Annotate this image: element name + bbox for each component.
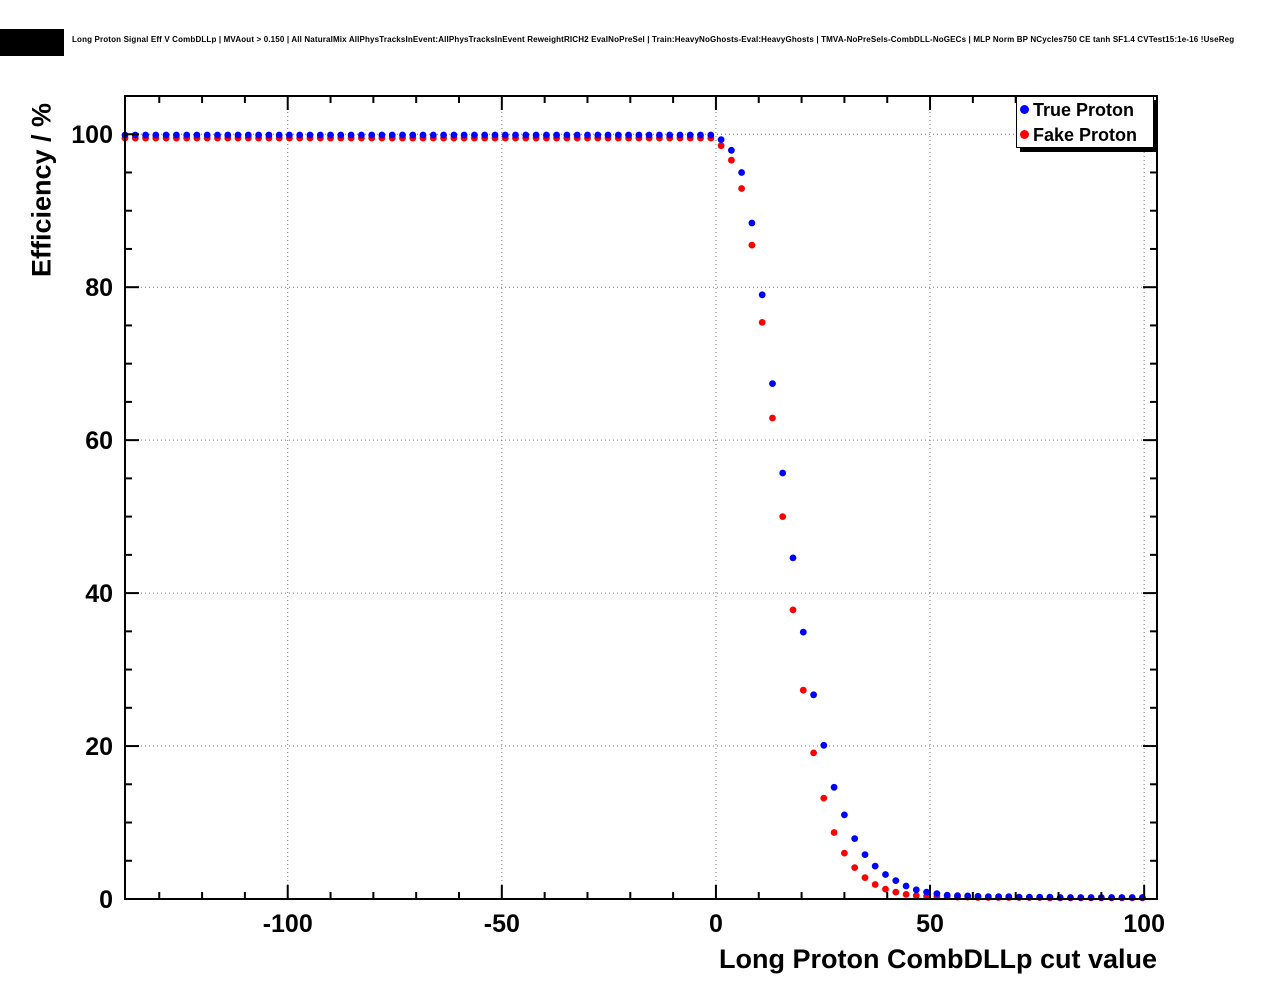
plot-title: Long Proton Signal Eff V CombDLLp | MVAo… (72, 35, 1235, 44)
legend: True Proton Fake Proton (1016, 96, 1154, 148)
legend-label-true-proton: True Proton (1033, 99, 1135, 120)
svg-text:20: 20 (85, 733, 113, 761)
svg-text:100: 100 (71, 121, 113, 149)
svg-text:-50: -50 (484, 910, 520, 938)
legend-entry-fake-proton: Fake Proton (1017, 122, 1153, 147)
svg-text:0: 0 (709, 910, 723, 938)
svg-text:0: 0 (99, 886, 113, 914)
svg-text:-100: -100 (263, 910, 313, 938)
title-pave-block (0, 29, 64, 56)
legend-label-fake-proton: Fake Proton (1033, 124, 1138, 145)
svg-text:50: 50 (916, 910, 944, 938)
svg-text:60: 60 (85, 427, 113, 455)
legend-entry-true-proton: True Proton (1017, 97, 1153, 122)
svg-text:100: 100 (1123, 910, 1165, 938)
svg-text:40: 40 (85, 580, 113, 608)
svg-text:80: 80 (85, 274, 113, 302)
true-proton-marker-icon (1020, 105, 1029, 114)
fake-proton-marker-icon (1020, 130, 1029, 139)
x-axis-title: Long Proton CombDLLp cut value (719, 944, 1157, 974)
